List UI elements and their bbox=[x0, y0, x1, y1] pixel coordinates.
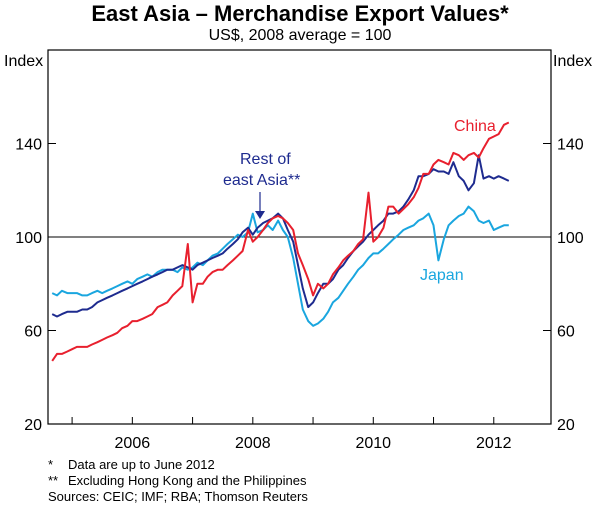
x-tick-label: 2006 bbox=[115, 435, 151, 452]
x-tick-label: 2012 bbox=[476, 435, 512, 452]
series-line-china bbox=[51, 121, 510, 362]
y-axis-label-right: Index bbox=[553, 53, 592, 70]
x-tick-label: 2008 bbox=[235, 435, 271, 452]
y-tick-label-left: 140 bbox=[15, 137, 42, 154]
y-axis-label-left: Index bbox=[4, 53, 43, 70]
footnote-1: * Data are up to June 2012 bbox=[48, 457, 215, 473]
series-label-rest-line-2: east Asia** bbox=[223, 172, 300, 189]
y-tick-label-right: 20 bbox=[557, 417, 575, 434]
series-label-rest-line-1: Rest of bbox=[240, 151, 291, 168]
series-label-china: China bbox=[454, 118, 496, 135]
footnote-1-mark: * bbox=[48, 457, 54, 472]
footnote-2-mark: ** bbox=[48, 473, 59, 488]
chart-subtitle: US$, 2008 average = 100 bbox=[208, 27, 392, 44]
series-label-japan: Japan bbox=[420, 267, 464, 284]
sources-note: Sources: CEIC; IMF; RBA; Thomson Reuters bbox=[48, 489, 308, 504]
y-tick-label-left: 100 bbox=[15, 230, 42, 247]
series-line-rest-of-east-asia bbox=[51, 154, 510, 318]
footnote-2-text: Excluding Hong Kong and the Philippines bbox=[68, 473, 307, 488]
footnote-1-text: Data are up to June 2012 bbox=[68, 457, 215, 472]
x-tick-label: 2010 bbox=[355, 435, 391, 452]
chart-title: East Asia – Merchandise Export Values* bbox=[91, 1, 509, 26]
y-tick-label-right: 60 bbox=[557, 324, 575, 341]
y-tick-label-right: 140 bbox=[557, 137, 584, 154]
y-tick-label-left: 60 bbox=[24, 324, 42, 341]
series-line-japan bbox=[51, 205, 509, 327]
rest-label-arrow-head bbox=[255, 211, 265, 219]
y-tick-label-left: 20 bbox=[24, 417, 42, 434]
y-tick-label-right: 100 bbox=[557, 230, 584, 247]
footnote-2: ** Excluding Hong Kong and the Philippine… bbox=[48, 473, 307, 489]
